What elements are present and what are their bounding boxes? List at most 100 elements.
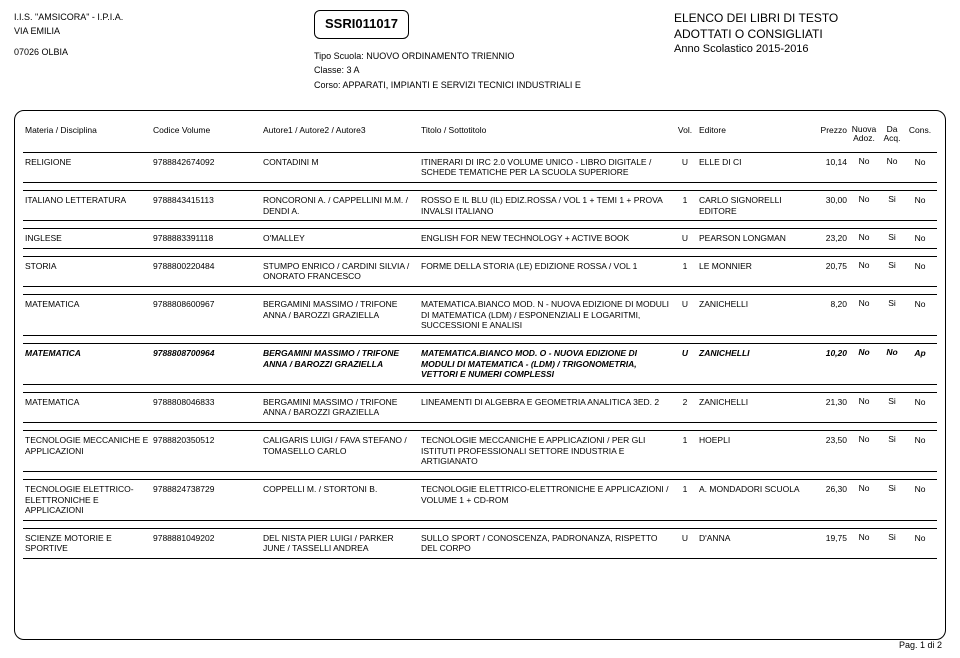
- cell-da: Si: [879, 299, 905, 331]
- cell-vol: 1: [673, 435, 697, 467]
- corso-line: Corso: APPARATI, IMPIANTI E SERVIZI TECN…: [314, 78, 654, 92]
- rows-container: RELIGIONE9788842674092 CONTADINI MITINERA…: [23, 152, 937, 559]
- cell-nuova: No: [849, 435, 879, 467]
- cell-materia: MATEMATICA: [23, 299, 151, 331]
- tipo-label: Tipo Scuola:: [314, 51, 364, 61]
- cell-prezzo: 21,30: [809, 397, 849, 418]
- cell-volume-spacer: [223, 299, 261, 331]
- cell-nuova: No: [849, 195, 879, 216]
- cell-cons: No: [905, 233, 935, 244]
- cell-vol: U: [673, 533, 697, 554]
- table-row: TECNOLOGIE MECCANICHE E APPLICAZIONI9788…: [23, 430, 937, 472]
- cell-autori: DEL NISTA PIER LUIGI / PARKER JUNE / TAS…: [261, 533, 419, 554]
- cell-nuova: No: [849, 299, 879, 331]
- cell-vol: 2: [673, 397, 697, 418]
- cell-titolo: LINEAMENTI DI ALGEBRA E GEOMETRIA ANALIT…: [419, 397, 673, 418]
- cell-cons: No: [905, 435, 935, 467]
- table-row: INGLESE9788883391118O'MALLEYENGLISH FOR …: [23, 228, 937, 249]
- table-row: SCIENZE MOTORIE E SPORTIVE9788881049202 D…: [23, 528, 937, 559]
- cell-codice: 9788842674092: [151, 157, 223, 178]
- cell-prezzo: 10,14: [809, 157, 849, 178]
- cell-volume-spacer: [223, 261, 261, 282]
- cell-volume-spacer: [223, 435, 261, 467]
- cell-materia: TECNOLOGIE ELETTRICO-ELETTRONICHE E APPL…: [23, 484, 151, 516]
- school-name: I.I.S. "AMSICORA" - I.P.I.A.: [14, 10, 314, 24]
- cell-codice: 9788843415113: [151, 195, 223, 216]
- title-line3: Anno Scolastico 2015-2016: [674, 42, 946, 57]
- table-row: STORIA9788800220484 STUMPO ENRICO / CARDI…: [23, 256, 937, 287]
- cell-autori: STUMPO ENRICO / CARDINI SILVIA / ONORATO…: [261, 261, 419, 282]
- cell-codice: 9788800220484: [151, 261, 223, 282]
- cell-prezzo: 30,00: [809, 195, 849, 216]
- cell-materia: SCIENZE MOTORIE E SPORTIVE: [23, 533, 151, 554]
- cell-autori: CONTADINI M: [261, 157, 419, 178]
- col-prezzo: Prezzo: [809, 125, 849, 144]
- cell-titolo: ROSSO E IL BLU (IL) EDIZ.ROSSA / VOL 1 +…: [419, 195, 673, 216]
- cell-da: Si: [879, 533, 905, 554]
- cell-vol: 1: [673, 261, 697, 282]
- cell-volume-spacer: [223, 484, 261, 516]
- cell-materia: STORIA: [23, 261, 151, 282]
- cell-titolo: FORME DELLA STORIA (LE) EDIZIONE ROSSA /…: [419, 261, 673, 282]
- cell-materia: INGLESE: [23, 233, 151, 244]
- cell-autori: COPPELLI M. / STORTONI B.: [261, 484, 419, 516]
- cell-editore: HOEPLI: [697, 435, 809, 467]
- main-table-box: Materia / Disciplina Codice Volume Autor…: [14, 110, 946, 640]
- cell-cons: No: [905, 157, 935, 178]
- cell-prezzo: 8,20: [809, 299, 849, 331]
- classe-value: 3 A: [347, 65, 360, 75]
- cell-materia: ITALIANO LETTERATURA: [23, 195, 151, 216]
- cell-da: Si: [879, 233, 905, 244]
- cell-codice: 9788820350512: [151, 435, 223, 467]
- cell-prezzo: 19,75: [809, 533, 849, 554]
- cell-nuova: No: [849, 484, 879, 516]
- cell-autori: O'MALLEY: [261, 233, 419, 244]
- cell-prezzo: 20,75: [809, 261, 849, 282]
- cell-codice: 9788808046833: [151, 397, 223, 418]
- cell-da: Si: [879, 397, 905, 418]
- cell-da: Si: [879, 261, 905, 282]
- cell-titolo: MATEMATICA.BIANCO MOD. O - NUOVA EDIZION…: [419, 348, 673, 380]
- cell-cons: No: [905, 484, 935, 516]
- corso-value: APPARATI, IMPIANTI E SERVIZI TECNICI IND…: [343, 80, 581, 90]
- cell-prezzo: 26,30: [809, 484, 849, 516]
- classe-line: Classe: 3 A: [314, 63, 654, 77]
- cell-codice: 9788824738729: [151, 484, 223, 516]
- cell-nuova: No: [849, 261, 879, 282]
- cell-titolo: ITINERARI DI IRC 2.0 VOLUME UNICO - LIBR…: [419, 157, 673, 178]
- cell-materia: RELIGIONE: [23, 157, 151, 178]
- cell-materia: MATEMATICA: [23, 348, 151, 380]
- cell-autori: CALIGARIS LUIGI / FAVA STEFANO / TOMASEL…: [261, 435, 419, 467]
- cell-nuova: No: [849, 533, 879, 554]
- cell-editore: A. MONDADORI SCUOLA: [697, 484, 809, 516]
- cell-volume-spacer: [223, 157, 261, 178]
- cell-autori: RONCORONI A. / CAPPELLINI M.M. / DENDI A…: [261, 195, 419, 216]
- col-autori: Autore1 / Autore2 / Autore3: [261, 125, 419, 144]
- cell-codice: 9788808700964: [151, 348, 223, 380]
- cell-materia: MATEMATICA: [23, 397, 151, 418]
- col-da: Da Acq.: [879, 125, 905, 144]
- col-cons: Cons.: [905, 125, 935, 144]
- cell-da: Si: [879, 484, 905, 516]
- cell-codice: 9788881049202: [151, 533, 223, 554]
- cell-nuova: No: [849, 348, 879, 380]
- cell-cons: No: [905, 195, 935, 216]
- cell-editore: LE MONNIER: [697, 261, 809, 282]
- cell-volume-spacer: [223, 397, 261, 418]
- header-region: I.I.S. "AMSICORA" - I.P.I.A. VIA EMILIA …: [14, 10, 946, 92]
- tipo-value: NUOVO ORDINAMENTO TRIENNIO: [366, 51, 514, 61]
- col-materia: Materia / Disciplina: [23, 125, 151, 144]
- cell-nuova: No: [849, 397, 879, 418]
- cell-editore: ZANICHELLI: [697, 397, 809, 418]
- title-line1: ELENCO DEI LIBRI DI TESTO: [674, 10, 946, 26]
- cell-titolo: MATEMATICA.BIANCO MOD. N - NUOVA EDIZION…: [419, 299, 673, 331]
- col-nuova: Nuova Adoz.: [849, 125, 879, 144]
- cell-da: No: [879, 157, 905, 178]
- col-editore: Editore: [697, 125, 809, 144]
- cell-nuova: No: [849, 157, 879, 178]
- tipo-scuola-line: Tipo Scuola: NUOVO ORDINAMENTO TRIENNIO: [314, 49, 654, 63]
- cell-vol: 1: [673, 484, 697, 516]
- cell-volume-spacer: [223, 348, 261, 380]
- cell-autori: BERGAMINI MASSIMO / TRIFONE ANNA / BAROZ…: [261, 397, 419, 418]
- cell-titolo: TECNOLOGIE MECCANICHE E APPLICAZIONI / P…: [419, 435, 673, 467]
